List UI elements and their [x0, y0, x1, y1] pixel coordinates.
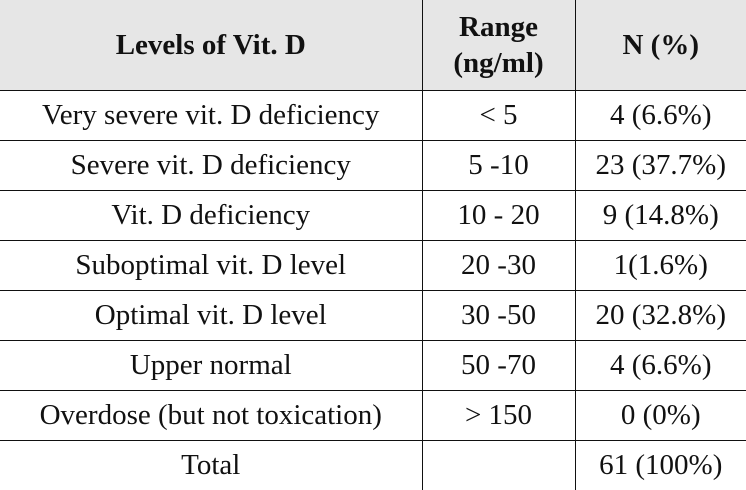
- table-cell: Optimal vit. D level: [0, 291, 422, 341]
- header-cell: Levels of Vit. D: [0, 0, 422, 91]
- table-cell: < 5: [422, 91, 575, 141]
- table-cell: 10 - 20: [422, 191, 575, 241]
- header-row: Levels of Vit. D Range (ng/ml) N (%): [0, 0, 746, 91]
- table-cell: 20 -30: [422, 241, 575, 291]
- header-cell: N (%): [575, 0, 746, 91]
- table-cell: 50 -70: [422, 341, 575, 391]
- table-cell: 5 -10: [422, 141, 575, 191]
- table-header: Levels of Vit. D Range (ng/ml) N (%): [0, 0, 746, 91]
- table-cell: > 150: [422, 391, 575, 441]
- table-cell: 20 (32.8%): [575, 291, 746, 341]
- table-cell: 61 (100%): [575, 441, 746, 490]
- table-cell: 1(1.6%): [575, 241, 746, 291]
- table-cell: [422, 441, 575, 490]
- table-cell: 4 (6.6%): [575, 341, 746, 391]
- table-cell: Overdose (but not toxication): [0, 391, 422, 441]
- table-cell: 4 (6.6%): [575, 91, 746, 141]
- table-row: Total 61 (100%): [0, 441, 746, 490]
- table-cell: Total: [0, 441, 422, 490]
- table-cell: Suboptimal vit. D level: [0, 241, 422, 291]
- table-cell: 0 (0%): [575, 391, 746, 441]
- table-cell: Very severe vit. D deficiency: [0, 91, 422, 141]
- table-cell: Upper normal: [0, 341, 422, 391]
- table-cell: Vit. D deficiency: [0, 191, 422, 241]
- table-cell: Severe vit. D deficiency: [0, 141, 422, 191]
- table-cell: 23 (37.7%): [575, 141, 746, 191]
- table-cell: 9 (14.8%): [575, 191, 746, 241]
- table-cell: 30 -50: [422, 291, 575, 341]
- header-cell: Range (ng/ml): [422, 0, 575, 91]
